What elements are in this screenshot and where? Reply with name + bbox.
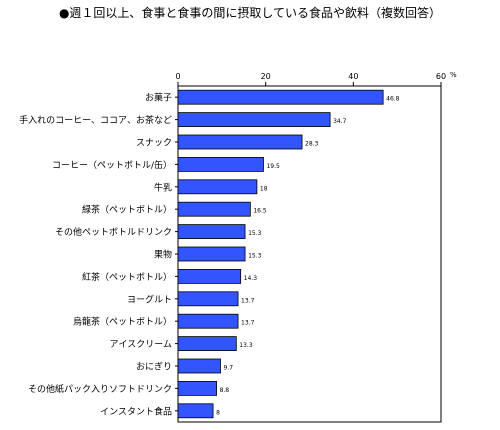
value-label: 16.5: [253, 208, 267, 215]
value-label: 34.7: [333, 118, 347, 125]
category-label: その他紙パック入りソフトドリンク: [28, 383, 172, 395]
category-label: コーヒー（ペットボトル/缶）: [52, 159, 172, 171]
value-label: 28.3: [305, 141, 319, 148]
bar: [177, 156, 264, 172]
category-label: スナック: [136, 138, 172, 149]
x-tick-label: 40: [348, 72, 358, 81]
value-label: 18: [260, 185, 268, 192]
value-label: 15.3: [248, 230, 262, 237]
bar: [177, 268, 242, 284]
bar: [177, 313, 239, 329]
category-label: 烏龍茶（ペットボトル）: [73, 316, 172, 328]
value-label: 14.3: [244, 275, 258, 282]
value-label: 13.3: [239, 342, 253, 349]
bar: [177, 291, 239, 307]
x-unit-label: %: [450, 71, 457, 79]
category-label: アイスクリーム: [110, 339, 172, 350]
bar: [177, 224, 246, 240]
category-label: 紅茶（ペットボトル）: [82, 271, 172, 283]
bar: [177, 89, 384, 105]
bar: [177, 380, 217, 396]
chart-title: ●週１回以上、食事と食事の間に摂取している食品や飲料（複数回答）: [58, 6, 442, 20]
bar: [177, 358, 221, 374]
category-label: お菓子: [145, 92, 172, 104]
bar: [177, 246, 246, 262]
category-label: その他ペットボトルドリンク: [55, 226, 172, 238]
value-label: 15.3: [248, 253, 262, 260]
value-label: 19.5: [266, 163, 280, 170]
bar: [177, 201, 251, 217]
bar: [177, 336, 237, 352]
category-label: 果物: [154, 249, 172, 261]
value-label: 8: [216, 409, 220, 416]
bar: [177, 403, 214, 419]
category-label: 手入れのコーヒー、ココア、お茶など: [19, 114, 172, 126]
value-label: 8.8: [220, 387, 230, 394]
category-label: インスタント食品: [100, 405, 172, 417]
bar: [177, 179, 258, 195]
value-label: 13.7: [241, 320, 255, 327]
x-tick-label: 20: [261, 72, 271, 81]
value-label: 9.7: [224, 365, 234, 372]
category-label: 牛乳: [154, 181, 172, 193]
category-label: ヨーグルト: [127, 293, 172, 305]
bar: [177, 134, 303, 150]
value-label: 13.7: [241, 297, 255, 304]
category-label: 緑茶（ペットボトル）: [82, 204, 172, 216]
bar: [177, 112, 331, 127]
x-tick-label: 60: [436, 72, 446, 81]
labels-layer: お菓子 46.8 手入れのコーヒー、ココア、お茶など 34.7 スナック 28.3 コーヒー…: [19, 92, 400, 418]
value-label: 46.8: [386, 96, 400, 103]
bars-layer: [177, 89, 384, 419]
category-label: おにぎり: [136, 361, 172, 373]
x-tick-label: 0: [175, 72, 180, 81]
